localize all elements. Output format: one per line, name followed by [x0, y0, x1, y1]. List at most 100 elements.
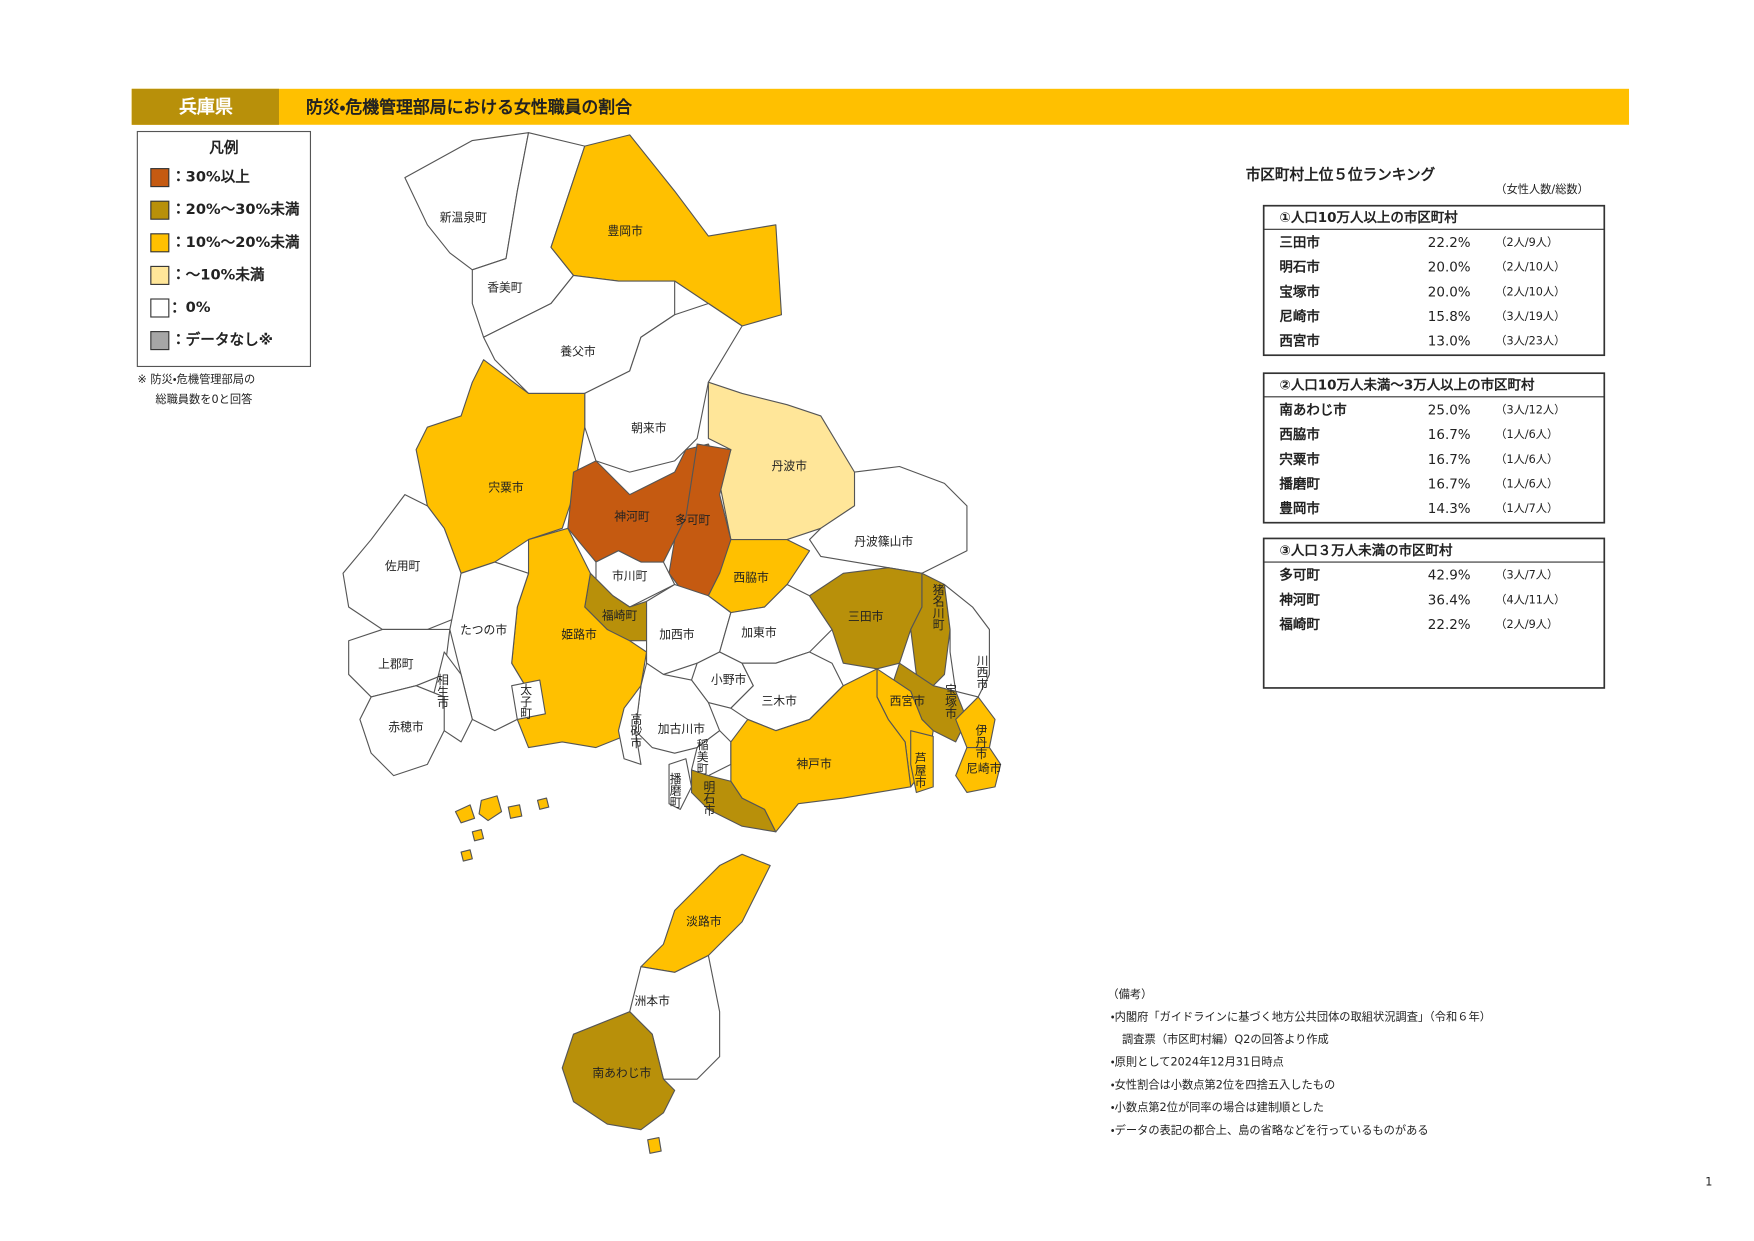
region: [617, 685, 642, 765]
municipality-label: 伊丹市: [974, 724, 988, 760]
ranking-name: 西宮市: [1279, 333, 1320, 350]
municipality-label: 姫路市: [561, 628, 597, 642]
ranking-count: （1人/6人）: [1495, 453, 1558, 466]
legend-swatch: [150, 265, 170, 285]
remark-line: 調査票（市区町村編）Q2の回答より作成: [1111, 1032, 1329, 1046]
municipality-label: 高砂市: [629, 713, 643, 749]
ranking-rate: 16.7%: [1428, 427, 1471, 443]
municipality-label: 洲本市: [634, 994, 670, 1008]
legend-note: ※ 防災・危機管理部局の: [137, 372, 255, 386]
ranking-count: （3人/19人）: [1495, 310, 1565, 323]
island: [536, 797, 550, 810]
header-bar: [131, 88, 1630, 125]
municipality-label: 丹波市: [772, 459, 808, 473]
island: [460, 849, 473, 862]
ranking-title: 市区町村上位５位ランキング: [1246, 165, 1436, 183]
ranking-count: （1人/6人）: [1495, 428, 1558, 441]
legend-swatch: [150, 168, 170, 188]
island: [454, 804, 476, 824]
ranking-rate: 20.0%: [1428, 260, 1471, 276]
ranking-unit-note: （女性人数/総数）: [1495, 182, 1589, 196]
ranking-name: 明石市: [1279, 259, 1320, 276]
municipality-label: 播磨町: [668, 772, 682, 808]
municipality-label: 香美町: [487, 280, 523, 294]
municipality-label: 太子町: [519, 683, 533, 719]
municipality-label: 養父市: [560, 344, 596, 358]
ranking-heading: ②人口10万人未満～3万人以上の市区町村: [1279, 377, 1535, 394]
remark-line: ・原則として2024年12月31日時点: [1111, 1055, 1284, 1069]
ranking-count: （1人/7人）: [1495, 502, 1558, 515]
ranking-count: （2人/9人）: [1495, 236, 1558, 249]
legend-label: ：データなし※: [171, 331, 273, 349]
legend-label: ：～10%未満: [171, 265, 265, 283]
municipality-label: 小野市: [711, 673, 747, 687]
municipality-label: 川西市: [975, 655, 989, 691]
region: [668, 758, 693, 810]
municipality-label: 上郡町: [378, 657, 414, 671]
ranking-name: 南あわじ市: [1279, 401, 1347, 418]
municipality-label: 神戸市: [796, 757, 832, 771]
municipality-label: 相生市: [435, 674, 449, 710]
remarks-heading: （備考）: [1107, 988, 1152, 1001]
ranking-name: 福崎町: [1278, 616, 1320, 633]
municipality-label: 新温泉町: [440, 211, 487, 225]
island: [647, 1137, 662, 1154]
municipality-label: 南あわじ市: [592, 1066, 651, 1080]
island: [471, 829, 485, 842]
ranking-count: （1人/6人）: [1495, 477, 1558, 490]
ranking-name: 多可町: [1279, 567, 1320, 584]
legend-swatch: [150, 331, 170, 351]
legend-swatch: [150, 233, 170, 253]
municipality-label: 芦屋市: [913, 752, 927, 788]
municipality-label: 淡路市: [686, 914, 722, 928]
ranking-name: 尼崎市: [1279, 308, 1320, 325]
municipality-label: 丹波篠山市: [854, 534, 913, 548]
legend-label: ：10%～20%未満: [171, 233, 300, 251]
region: [511, 679, 546, 720]
ranking-count: （2人/10人）: [1495, 261, 1565, 274]
ranking-rate: 25.0%: [1428, 402, 1471, 418]
municipality-label: 三田市: [848, 610, 884, 624]
municipality-label: 多可町: [675, 513, 711, 527]
region: [561, 1011, 676, 1131]
region: [955, 746, 1002, 794]
legend-label: ：30%以上: [171, 169, 250, 186]
ranking-rate: 16.7%: [1428, 476, 1471, 492]
legend-label: ：20%～30%未満: [171, 200, 300, 218]
region: [359, 685, 445, 777]
ranking-box: [1262, 537, 1606, 689]
region: [955, 696, 996, 749]
remark-line: ・データの表記の都合上、島の省略などを行っているものがある: [1111, 1123, 1429, 1137]
region: [730, 668, 912, 833]
ranking-name: 西脇市: [1279, 426, 1320, 443]
island: [507, 804, 523, 819]
ranking-count: （2人/10人）: [1495, 285, 1565, 298]
municipality-label: 宍粟市: [488, 480, 524, 494]
municipality-label: 赤穂市: [388, 720, 424, 734]
ranking-heading: ③人口３万人未満の市区町村: [1279, 542, 1453, 559]
remark-line: ・小数点第2位が同率の場合は建制順とした: [1111, 1100, 1324, 1114]
municipality-label: 市川町: [612, 569, 648, 583]
header-title: 防災・危機管理部局における女性職員の割合: [306, 97, 632, 117]
municipality-label: 西脇市: [733, 570, 769, 584]
ranking-rate: 14.3%: [1428, 501, 1471, 517]
municipality-label: 宝塚市: [944, 684, 958, 720]
legend-title: 凡例: [209, 138, 238, 156]
header-tag: [131, 88, 279, 125]
page-number: 1: [1705, 1176, 1712, 1189]
municipality-label: 佐用町: [385, 559, 421, 573]
legend-swatch: [150, 200, 170, 220]
ranking-name: 豊岡市: [1279, 500, 1320, 517]
remark-line: ・内閣府「ガイドラインに基づく地方公共団体の取組状況調査」（令和６年）: [1111, 1009, 1491, 1023]
legend-swatch: [150, 298, 170, 318]
ranking-rate: 22.2%: [1428, 235, 1471, 251]
island: [478, 795, 503, 822]
municipality-label: たつの市: [460, 623, 507, 637]
ranking-rate: 42.9%: [1428, 568, 1471, 584]
municipality-label: 加東市: [741, 625, 777, 639]
ranking-rate: 22.2%: [1428, 617, 1471, 633]
municipality-label: 朝来市: [631, 421, 667, 435]
municipality-label: 稲美町: [695, 739, 709, 774]
legend-label: ：0%: [171, 299, 211, 316]
